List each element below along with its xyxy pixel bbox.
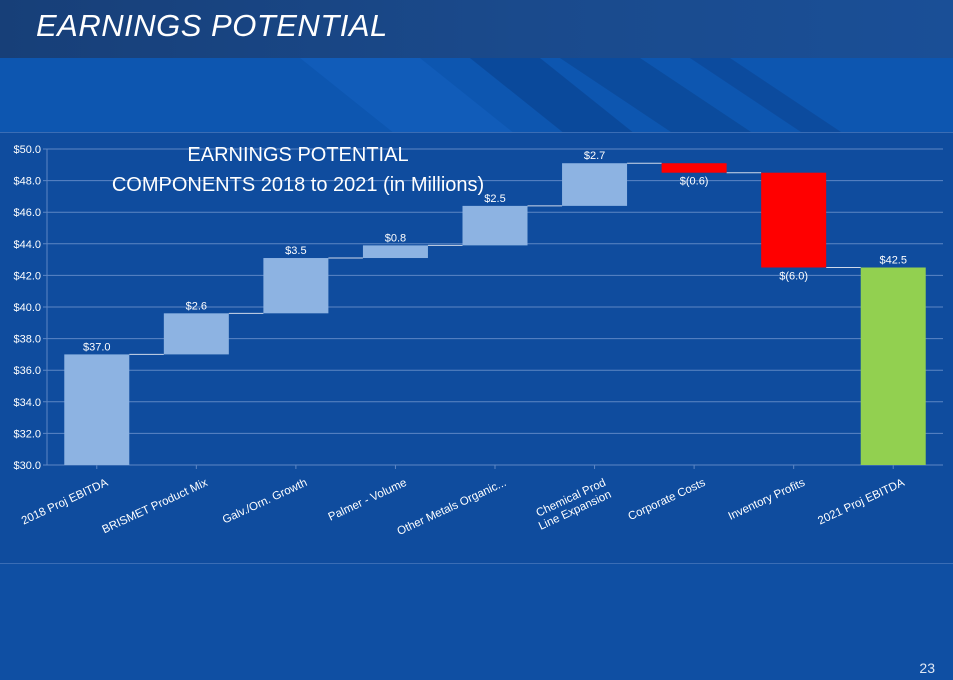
slide-title: EARNINGS POTENTIAL xyxy=(36,8,388,43)
decorative-stripes xyxy=(0,58,953,138)
x-axis-label-line: Corporate Costs xyxy=(626,477,707,523)
x-axis-label: Galv./Orn. Growth xyxy=(221,477,309,527)
x-axis-label-line: BRISMET Product Mix xyxy=(100,477,209,537)
data-label: $0.8 xyxy=(385,232,406,244)
y-tick-label: $36.0 xyxy=(13,365,41,377)
x-axis-label-line: Inventory Profits xyxy=(727,477,808,523)
data-label: $(6.0) xyxy=(779,271,808,283)
x-axis-label: Other Metals Organic... xyxy=(395,477,508,538)
y-tick-label: $32.0 xyxy=(13,428,41,440)
data-label: $2.7 xyxy=(584,150,605,162)
chart-panel: $30.0 $32.0 $34.0 $36.0 $38.0 $40.0 $42.0 $44.0… xyxy=(0,132,953,564)
y-tick-label: $40.0 xyxy=(13,302,41,314)
waterfall-chart: $30.0 $32.0 $34.0 $36.0 $38.0 $40.0 $42.0 $44.0… xyxy=(13,144,943,538)
bar xyxy=(661,163,727,173)
bar xyxy=(562,163,628,206)
x-axis-label: BRISMET Product Mix xyxy=(100,477,209,537)
y-tick-label: $30.0 xyxy=(13,460,41,472)
bar xyxy=(761,172,827,268)
y-tick-label: $34.0 xyxy=(13,397,41,409)
y-tick-label: $50.0 xyxy=(13,144,41,156)
y-tick-label: $44.0 xyxy=(13,239,41,251)
x-axis-label-line: Other Metals Organic... xyxy=(395,477,508,538)
connector-lines xyxy=(129,162,861,355)
data-label: $3.5 xyxy=(285,245,306,257)
y-tick-label: $42.0 xyxy=(13,270,41,282)
page-number: 23 xyxy=(919,660,935,676)
chart-title-line-1: EARNINGS POTENTIAL xyxy=(187,144,408,166)
x-axis-label-line: Palmer - Volume xyxy=(327,477,409,524)
data-label: $42.5 xyxy=(879,255,907,267)
data-labels: $37.0 $2.6 $3.5 $0.8 $2.5 $2.7 $(0.6) $(6.0) $42… xyxy=(83,150,907,353)
bar xyxy=(462,205,528,246)
data-label: $(0.6) xyxy=(680,176,709,188)
title-bar: EARNINGS POTENTIAL xyxy=(0,0,953,58)
bar xyxy=(860,267,926,465)
y-axis-ticks: $30.0 $32.0 $34.0 $36.0 $38.0 $40.0 $42.0 $44.0… xyxy=(13,144,41,472)
x-axis-label: Palmer - Volume xyxy=(327,477,409,524)
x-axis-label: 2021 Proj EBITDA xyxy=(816,477,907,528)
data-label: $2.5 xyxy=(484,193,505,205)
x-axis-label: Chemical ProdLine Expansion xyxy=(531,477,613,533)
x-axis-label: 2018 Proj EBITDA xyxy=(20,477,111,528)
x-axis-label-line: 2021 Proj EBITDA xyxy=(816,477,907,528)
bar xyxy=(362,245,428,259)
x-axis-label-line: Galv./Orn. Growth xyxy=(221,477,309,527)
data-label: $2.6 xyxy=(186,300,207,312)
bars xyxy=(64,163,926,465)
x-axis-label: Corporate Costs xyxy=(626,477,707,523)
y-tick-label: $46.0 xyxy=(13,207,41,219)
bar xyxy=(64,354,130,465)
bar xyxy=(263,258,329,314)
data-label: $37.0 xyxy=(83,341,111,353)
x-axis-label: Inventory Profits xyxy=(727,477,808,523)
y-tick-label: $38.0 xyxy=(13,334,41,346)
x-axis-label-line: 2018 Proj EBITDA xyxy=(20,477,111,528)
bar xyxy=(163,313,229,355)
chart-title-line-2: COMPONENTS 2018 to 2021 (in Millions) xyxy=(112,174,484,196)
y-tick-label: $48.0 xyxy=(13,176,41,188)
